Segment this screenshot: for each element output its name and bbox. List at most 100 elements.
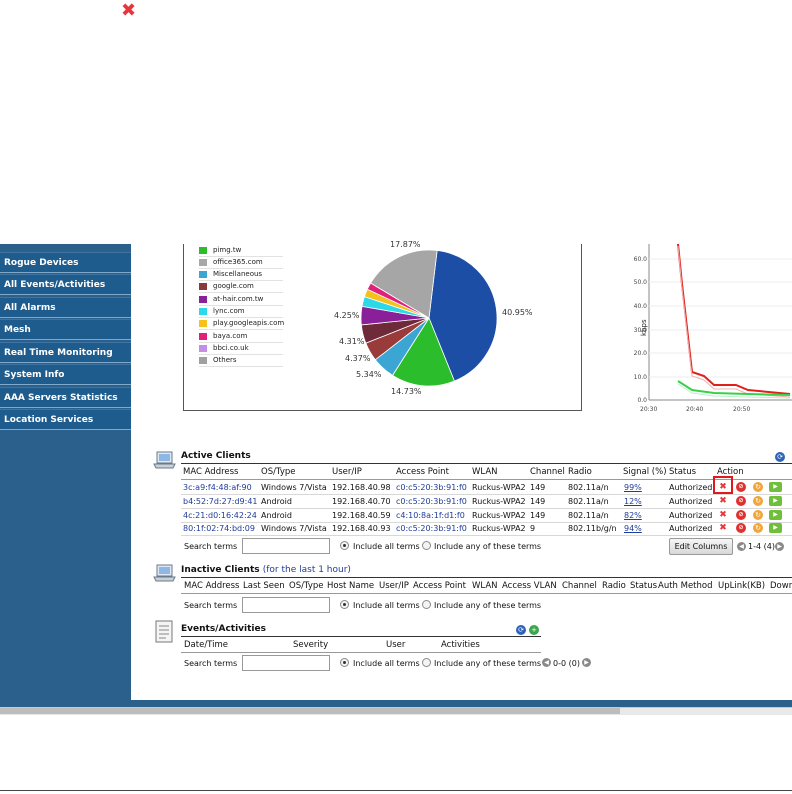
prev-page-icon[interactable]: ◀ [542,658,551,667]
col-status[interactable]: Status [669,467,697,477]
radio-include-any-label: Include any of these terms [434,659,542,668]
edit-columns-button[interactable]: Edit Columns [669,538,733,555]
cell-mac[interactable]: 3c:a9:f4:48:af:90 [183,483,252,492]
sidebar-item-mesh[interactable]: Mesh [0,319,131,340]
sidebar-item-all-events[interactable]: All Events/Activities [0,274,131,295]
radio-include-any[interactable] [422,658,431,667]
radio-include-all-label: Include all terms [353,542,420,551]
speed-test-icon[interactable]: ↻ [753,496,763,506]
inactive-col-wlan[interactable]: WLAN [472,581,498,591]
refresh-icon[interactable]: ⟳ [775,452,785,462]
col-severity[interactable]: Severity [293,640,329,650]
cell-mac[interactable]: b4:52:7d:27:d9:41 [183,497,258,506]
inactive-col-channel[interactable]: Channel [562,581,597,591]
x-tick-2040: 20:40 [686,406,703,413]
block-client-icon[interactable]: ⊘ [736,482,746,492]
close-x-icon[interactable]: ✖ [121,0,137,21]
delete-client-icon[interactable]: ✖ [719,523,727,533]
inactive-col-host-name[interactable]: Host Name [327,581,375,591]
radio-include-any[interactable] [422,600,431,609]
delete-client-icon[interactable]: ✖ [719,510,727,520]
col-activities[interactable]: Activities [441,640,480,650]
cell-signal[interactable]: 94% [624,524,642,533]
tag-icon[interactable]: ▶ [769,523,782,533]
radio-include-all[interactable] [340,658,349,667]
col-signal[interactable]: Signal (%) [623,467,667,477]
speed-test-icon[interactable]: ↻ [753,482,763,492]
col-user[interactable]: User [386,640,406,650]
sidebar-item-system-info[interactable]: System Info [0,364,131,385]
radio-include-any-label: Include any of these terms [434,601,542,610]
cell-mac[interactable]: 4c:21:d0:16:42:24 [183,511,257,520]
row-divider [181,535,792,536]
inactive-col-mac-address[interactable]: MAC Address [184,581,240,591]
cell-ap[interactable]: c0:c5:20:3b:91:f0 [396,524,467,533]
delete-client-icon[interactable]: ✖ [719,496,727,506]
col-mac-address[interactable]: MAC Address [183,467,239,477]
pie-label-others: 17.87% [390,240,421,249]
inactive-col-uplink-kb[interactable]: UpLink(KB) [718,581,766,591]
inactive-col-access-vlan[interactable]: Access VLAN [502,581,557,591]
radio-include-all[interactable] [340,600,349,609]
inactive-search-input[interactable] [242,597,330,613]
events-search-input[interactable] [242,655,330,671]
inactive-col-down[interactable]: Down [770,581,792,591]
col-channel[interactable]: Channel [530,467,565,477]
events-header-underline [181,652,541,653]
inactive-col-radio[interactable]: Radio [602,581,626,591]
delete-client-icon[interactable]: ✖ [719,482,727,492]
legend-separator [199,354,283,355]
tag-icon[interactable]: ▶ [769,482,782,492]
block-client-icon[interactable]: ⊘ [736,523,746,533]
cell-mac[interactable]: 80:1f:02:74:bd:09 [183,524,255,533]
sidebar-item-aaa-servers[interactable]: AAA Servers Statistics [0,387,131,408]
col-wlan[interactable]: WLAN [472,467,498,477]
block-client-icon[interactable]: ⊘ [736,496,746,506]
col-radio[interactable]: Radio [568,467,592,477]
cell-ap[interactable]: c4:10:8a:1f:d1:f0 [396,511,465,520]
legend-label: Miscellaneous [213,270,263,278]
inactive-col-os-type[interactable]: OS/Type [289,581,324,591]
radio-include-all[interactable] [340,541,349,550]
next-page-icon[interactable]: ▶ [775,542,784,551]
cell-signal[interactable]: 12% [624,497,642,506]
col-access-point[interactable]: Access Point [396,467,449,477]
inactive-col-access-point[interactable]: Access Point [413,581,466,591]
cell-ip: 192.168.40.70 [332,497,391,506]
inactive-subtitle: (for the last 1 hour) [262,565,351,575]
legend-label: Others [213,356,237,364]
add-icon[interactable]: + [529,625,539,635]
tag-icon[interactable]: ▶ [769,496,782,506]
scrollbar-thumb[interactable] [0,708,620,714]
sidebar-item-location-services[interactable]: Location Services [0,409,131,430]
pie-slice-office365 [391,317,455,387]
refresh-icon[interactable]: ⟳ [516,625,526,635]
sidebar-item-all-alarms[interactable]: All Alarms [0,297,131,318]
legend-swatch [199,271,207,278]
inactive-col-last-seen[interactable]: Last Seen [243,581,285,591]
active-clients-title: Active Clients [181,451,251,461]
active-search-input[interactable] [242,538,330,554]
inactive-col-user-ip[interactable]: User/IP [379,581,409,591]
cell-ap[interactable]: c0:c5:20:3b:91:f0 [396,497,467,506]
cell-signal[interactable]: 99% [624,483,642,492]
inactive-col-auth-method[interactable]: Auth Method [658,581,713,591]
sidebar-item-rogue-devices[interactable]: Rogue Devices [0,252,131,273]
radio-include-any[interactable] [422,541,431,550]
prev-page-icon[interactable]: ◀ [737,542,746,551]
sidebar-item-real-time-monitoring[interactable]: Real Time Monitoring [0,342,131,363]
next-page-icon[interactable]: ▶ [582,658,591,667]
block-client-icon[interactable]: ⊘ [736,510,746,520]
sidebar-item-label: System Info [4,370,65,380]
cell-signal[interactable]: 82% [624,511,642,520]
y-tick-0: 0.0 [637,397,647,404]
col-user-ip[interactable]: User/IP [332,467,362,477]
inactive-col-status[interactable]: Status [630,581,658,591]
speed-test-icon[interactable]: ↻ [753,523,763,533]
cell-ap[interactable]: c0:c5:20:3b:91:f0 [396,483,467,492]
tag-icon[interactable]: ▶ [769,510,782,520]
pager-count: 1-4 (4) [748,542,775,551]
speed-test-icon[interactable]: ↻ [753,510,763,520]
col-date-time[interactable]: Date/Time [184,640,228,650]
col-os-type[interactable]: OS/Type [261,467,296,477]
